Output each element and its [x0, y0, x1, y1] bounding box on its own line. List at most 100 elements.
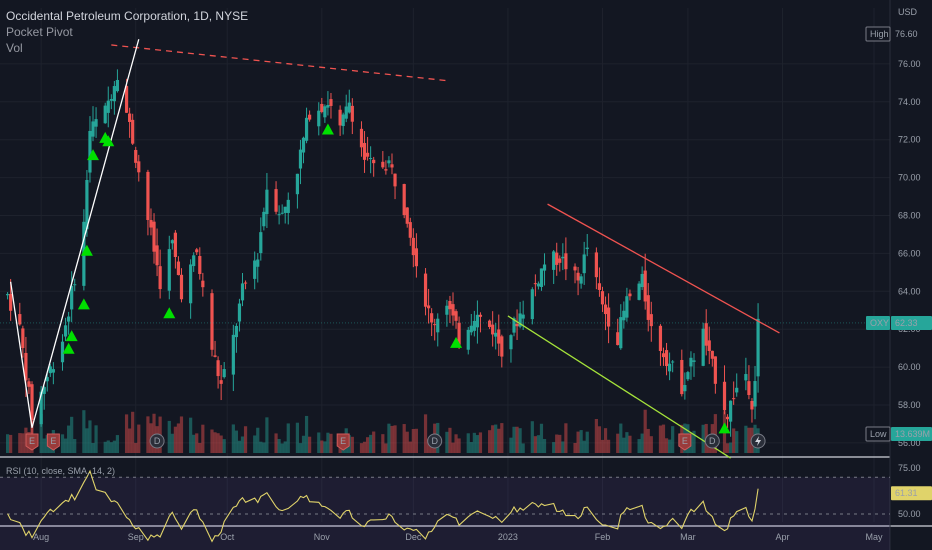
volume-badge-bg: [891, 427, 932, 441]
volume-bar: [240, 436, 245, 453]
lightning-glyph: [755, 436, 762, 446]
pocket-pivot-marker: [87, 149, 100, 161]
volume-bar: [561, 441, 565, 453]
candle-body: [167, 249, 171, 291]
candle-body: [710, 350, 714, 359]
candle-body: [146, 171, 150, 220]
volume-bar: [283, 441, 287, 453]
candle-body: [747, 381, 751, 396]
candle-body: [661, 353, 666, 358]
volume-bar: [243, 426, 248, 453]
candle-body: [308, 114, 312, 120]
candle-body: [243, 282, 248, 284]
candle-body: [744, 374, 748, 381]
candle-body: [414, 248, 418, 267]
indicator-vol[interactable]: Vol: [6, 41, 23, 55]
candle-body: [277, 214, 281, 216]
volume-bar: [469, 442, 473, 453]
candle-body: [149, 220, 153, 228]
candle-body: [179, 274, 184, 300]
low-label-bg: [865, 426, 891, 442]
volume-bar: [323, 441, 327, 453]
candle-body: [478, 314, 483, 317]
volume-bar: [576, 431, 580, 453]
trendline[interactable]: [31, 39, 140, 428]
volume-bar: [179, 416, 184, 453]
candle-body: [198, 256, 202, 275]
volume-bar: [408, 441, 412, 453]
indicator-pocket-pivot[interactable]: Pocket Pivot: [6, 25, 73, 39]
trendline[interactable]: [507, 315, 731, 459]
volume-bar: [359, 443, 364, 453]
earnings-marker[interactable]: [336, 433, 350, 451]
candle-body: [262, 211, 266, 227]
candle-body: [344, 106, 348, 119]
candle-body: [622, 310, 626, 321]
volume-bar: [558, 434, 562, 453]
candle-body: [265, 189, 269, 215]
earnings-marker[interactable]: [678, 433, 692, 451]
volume-bar: [393, 425, 397, 453]
candle-body: [664, 350, 669, 367]
volume-bar: [189, 417, 193, 453]
candle-body: [295, 173, 300, 195]
candle-body: [341, 114, 345, 127]
trendline[interactable]: [111, 44, 451, 82]
candle-body: [359, 128, 364, 148]
volume-bar: [671, 426, 675, 453]
candle-body: [189, 264, 193, 304]
pocket-pivot-marker: [102, 135, 115, 147]
volume-bar: [582, 440, 586, 453]
volume-bar: [518, 428, 522, 453]
volume-bar: [60, 434, 65, 453]
earnings-marker[interactable]: [25, 433, 39, 451]
candle-body: [448, 300, 452, 310]
price-tick-label: 56.00: [898, 438, 921, 448]
volume-bar: [103, 441, 107, 453]
dividend-marker[interactable]: [704, 433, 720, 449]
trendline[interactable]: [547, 203, 780, 334]
volume-bar: [500, 423, 504, 453]
candle-body: [329, 99, 333, 106]
volume-bar: [173, 426, 177, 453]
trendline[interactable]: [10, 281, 33, 428]
volume-bar: [472, 432, 476, 453]
volume-bar: [85, 428, 89, 453]
volume-bar: [320, 440, 324, 453]
chart-title: Occidental Petroleum Corporation, 1D, NY…: [6, 9, 249, 23]
volume-bar: [536, 435, 541, 453]
volume-bar: [201, 424, 205, 453]
volume-bar: [317, 432, 321, 453]
chart-legend: Occidental Petroleum Corporation, 1D, NY…: [6, 8, 248, 56]
candle-body: [94, 119, 98, 127]
volume-bar: [234, 430, 238, 453]
candle-body: [51, 369, 55, 373]
volume-bar: [231, 424, 235, 453]
candle-body: [85, 179, 89, 230]
volume-bar: [134, 442, 138, 453]
dividend-marker[interactable]: [427, 433, 443, 449]
earnings-label: E: [29, 436, 35, 446]
volume-bar: [381, 434, 385, 453]
earnings-marker[interactable]: [46, 433, 60, 451]
candle-body: [320, 103, 324, 112]
candle-body: [628, 293, 632, 297]
price-tick-label: 68.00: [898, 211, 921, 221]
candle-body: [713, 356, 717, 384]
pocket-pivot-marker: [80, 244, 93, 256]
time-tick-label: Aug: [33, 532, 49, 542]
volume-bar: [192, 434, 196, 453]
price-tick-label: 72.00: [898, 135, 921, 145]
trendlines[interactable]: [10, 39, 780, 459]
candle-body: [561, 256, 565, 259]
volume-bar: [274, 433, 278, 453]
volume-bar: [701, 424, 705, 453]
volume-bar: [512, 426, 516, 453]
candle-body: [600, 291, 605, 305]
dividend-marker[interactable]: [149, 433, 165, 449]
event-markers[interactable]: E E D E D DE: [25, 433, 766, 451]
rsi-line: [7, 469, 759, 543]
pocket-pivot-marker: [163, 307, 176, 319]
